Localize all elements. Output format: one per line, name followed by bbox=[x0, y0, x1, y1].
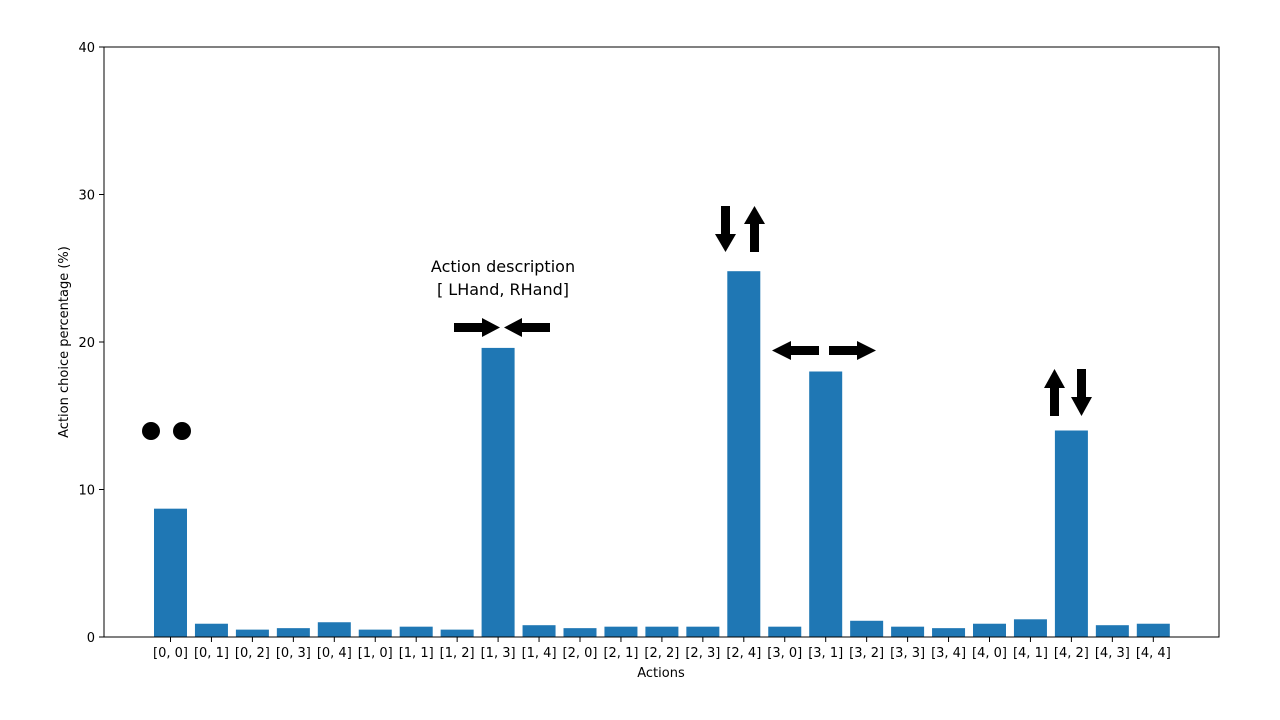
x-tick-label: [1, 4] bbox=[522, 646, 557, 661]
bar bbox=[1095, 625, 1129, 637]
y-tick-label: 40 bbox=[78, 41, 95, 56]
x-tick-label: [4, 0] bbox=[972, 646, 1007, 661]
bar bbox=[154, 508, 187, 637]
x-tick-label: [0, 3] bbox=[276, 646, 311, 661]
bar bbox=[973, 623, 1006, 637]
x-tick-label: [0, 4] bbox=[317, 646, 352, 661]
bar bbox=[768, 626, 802, 637]
y-tick-label: 20 bbox=[78, 336, 95, 351]
x-tick-label: [1, 2] bbox=[440, 646, 475, 661]
x-tick-label: [2, 1] bbox=[603, 646, 638, 661]
y-axis-ticks: 0 10 20 30 40 bbox=[78, 41, 104, 646]
x-tick-label: [3, 0] bbox=[767, 646, 802, 661]
annotation-line-1: Action description bbox=[431, 257, 575, 276]
bar bbox=[1054, 430, 1088, 637]
x-tick-label: [3, 3] bbox=[890, 646, 925, 661]
arrows-converge-icon bbox=[454, 318, 550, 337]
bar bbox=[358, 629, 392, 637]
x-tick-label: [4, 3] bbox=[1095, 646, 1130, 661]
bar bbox=[563, 628, 597, 637]
x-tick-label: [0, 1] bbox=[194, 646, 229, 661]
x-tick-label: [2, 3] bbox=[685, 646, 720, 661]
x-tick-label: [3, 2] bbox=[849, 646, 884, 661]
annotation-line-2: [ LHand, RHand] bbox=[437, 280, 569, 299]
x-tick-label: [1, 0] bbox=[358, 646, 393, 661]
y-tick-label: 30 bbox=[78, 189, 95, 204]
x-tick-label: [2, 2] bbox=[644, 646, 679, 661]
bar bbox=[686, 626, 720, 637]
x-tick-label: [4, 4] bbox=[1136, 646, 1171, 661]
arrows-up-down-icon bbox=[1044, 369, 1092, 416]
bar bbox=[727, 271, 761, 637]
x-tick-label: [4, 2] bbox=[1054, 646, 1089, 661]
x-tick-label: [1, 3] bbox=[481, 646, 516, 661]
bar bbox=[399, 626, 433, 637]
bars-group bbox=[154, 271, 1170, 637]
bar bbox=[932, 628, 966, 637]
x-axis-ticks: [0, 0] [0, 1] [0, 2] [0, 3] [0, 4] [1, 0] [1, … bbox=[153, 637, 1171, 661]
bar bbox=[604, 626, 638, 637]
x-tick-label: [0, 2] bbox=[235, 646, 270, 661]
y-tick-label: 0 bbox=[87, 631, 95, 646]
y-tick-label: 10 bbox=[78, 484, 95, 499]
bar bbox=[440, 629, 474, 637]
x-tick-label: [2, 4] bbox=[726, 646, 761, 661]
annotation-action-description: Action description [ LHand, RHand] bbox=[431, 257, 575, 299]
x-tick-label: [3, 1] bbox=[808, 646, 843, 661]
bar bbox=[481, 347, 515, 637]
bar bbox=[1136, 623, 1170, 637]
arrows-diverge-icon bbox=[772, 341, 876, 360]
y-axis-label: Action choice percentage (%) bbox=[57, 246, 72, 438]
x-tick-label: [3, 4] bbox=[931, 646, 966, 661]
bar bbox=[1013, 619, 1047, 637]
bar bbox=[194, 623, 228, 637]
bar bbox=[645, 626, 679, 637]
bar bbox=[317, 622, 351, 637]
x-tick-label: [2, 0] bbox=[563, 646, 598, 661]
bar bbox=[850, 620, 884, 637]
x-tick-label: [0, 0] bbox=[153, 646, 188, 661]
x-tick-label: [1, 1] bbox=[399, 646, 434, 661]
bar bbox=[235, 629, 269, 637]
bar bbox=[809, 371, 843, 637]
bar bbox=[276, 628, 310, 637]
bar bbox=[522, 625, 556, 637]
dots-icon bbox=[142, 422, 191, 440]
arrows-down-up-icon bbox=[715, 206, 765, 252]
x-tick-label: [4, 1] bbox=[1013, 646, 1048, 661]
x-axis-label: Actions bbox=[637, 666, 685, 681]
plot-frame bbox=[103, 46, 1220, 638]
bar bbox=[891, 626, 925, 637]
